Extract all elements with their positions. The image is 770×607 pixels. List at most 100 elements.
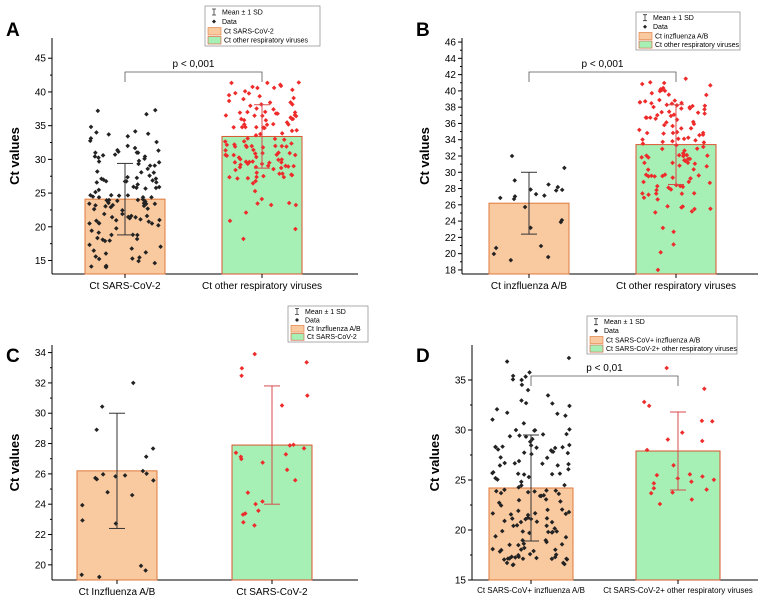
data-point [640,141,646,146]
data-point [223,113,229,118]
data-point [556,491,562,497]
data-point [223,148,228,153]
legend-swatch [207,27,222,36]
data-point [689,209,695,214]
data-point [701,144,706,150]
data-point [683,76,689,81]
data-point [275,111,280,116]
data-point [670,490,675,495]
data-point [152,163,158,168]
data-point [555,411,560,417]
data-point [697,132,702,138]
data-point [289,141,294,146]
data-point [145,166,151,172]
data-point [80,502,85,508]
legend-box [635,11,741,51]
data-point [94,218,99,224]
data-point [661,131,666,136]
data-point [661,122,667,128]
legend-series-label: Ct inzfluenza A/B [655,33,709,40]
data-point [509,153,515,159]
data-point [692,206,697,212]
data-point [520,538,525,543]
data-point [232,160,238,165]
data-point [523,400,529,406]
data-point [675,136,681,142]
data-point [549,448,555,454]
data-point [528,187,533,192]
data-point [253,501,258,507]
data-point [231,152,237,158]
data-point [245,109,250,115]
data-point [685,160,691,166]
data-point [657,97,662,103]
data-point [276,157,281,163]
data-point [707,180,713,186]
data-point [284,120,290,125]
data-point [553,188,559,193]
data-point [253,164,259,170]
legend-box [586,315,738,355]
legend-series-label: Ct other respiratory viruses [655,42,740,49]
data-point [516,497,522,503]
data-point [245,490,251,495]
data-point [242,122,247,127]
data-point [678,126,684,131]
data-point [102,238,108,244]
data-point [296,80,302,85]
y-tick-label: 15 [455,576,467,587]
y-tick-label: 20 [35,222,47,233]
data-point [642,160,647,166]
data-point [711,477,717,483]
data-point [507,433,513,439]
data-point [538,243,544,249]
data-point [140,468,146,474]
data-point [100,237,106,242]
data-point [512,461,518,466]
data-point [94,476,100,482]
data-point [135,197,141,203]
y-tick-label: 24 [445,217,457,228]
data-point [659,109,664,115]
data-point [686,179,692,185]
data-point [491,251,497,257]
data-point [132,129,138,134]
data-point [705,153,710,158]
data-point [238,162,243,168]
data-point [560,560,566,566]
data-point [80,518,85,523]
data-point [261,173,266,179]
data-point [125,214,131,220]
significance-bracket [124,71,263,82]
data-point [644,153,649,158]
data-point [646,403,652,409]
data-point [519,483,524,488]
legend-swatch [589,344,604,353]
data-point [519,479,524,485]
data-point [249,143,255,149]
y-tick-label: 44 [445,54,457,65]
data-point [241,519,246,525]
data-point [646,173,651,179]
data-point [660,139,666,145]
y-tick-label: 15 [35,256,47,267]
data-point [545,254,551,260]
data-point [674,103,680,108]
data-point [290,87,295,93]
data-point [101,211,107,217]
panel-C: C Ct values 20 22 24 26 28 30 32 34 Ct Inzfluenza … [6,305,369,598]
data-point [666,92,672,98]
data-point [116,193,122,198]
data-point [127,215,133,221]
data-point [254,174,259,180]
data-point [289,172,294,177]
data-point [260,150,265,156]
data-point [151,478,156,483]
data-point [94,427,99,433]
y-tick-label: 22 [35,530,47,541]
data-point [646,155,651,160]
data-point [522,545,527,551]
y-tick-label: 18 [445,265,457,276]
